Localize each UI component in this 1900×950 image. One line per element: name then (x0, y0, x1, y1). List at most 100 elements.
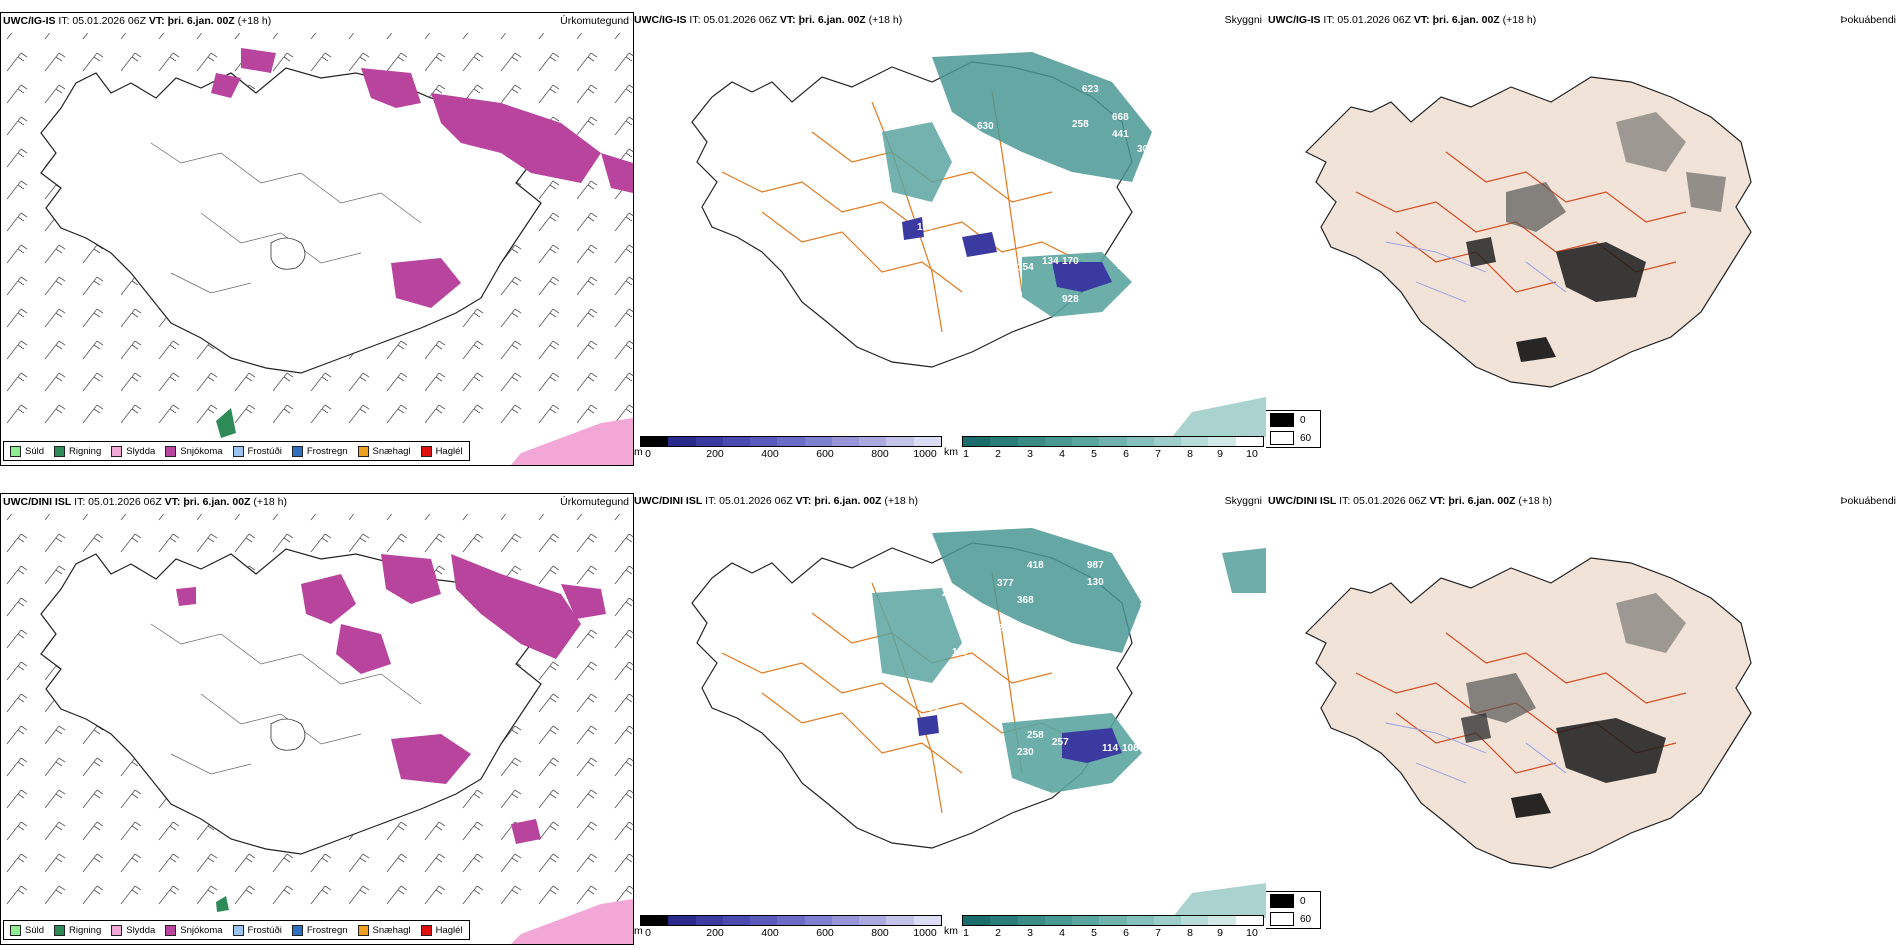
legend-item: Frostregn (291, 445, 348, 457)
fog-map (1304, 76, 1752, 388)
fog-legend-item: 60 (1266, 910, 1320, 928)
tick-label: 0 (645, 448, 651, 460)
tick-label: 6 (1123, 448, 1129, 460)
lead-time: (+18 h) (1518, 495, 1552, 507)
visibility-value: 222 (942, 588, 959, 599)
colorbar-segment (1235, 437, 1263, 446)
tick-label: 1 (963, 448, 969, 460)
visibility-value: 928 (1062, 294, 1079, 305)
fog-panel-bottom: UWC/DINI ISL IT: 05.01.2026 06Z VT: þri.… (1266, 493, 1900, 943)
tick-label: 9 (1217, 927, 1223, 939)
tick-label: 0 (645, 927, 651, 939)
legend-swatch (232, 445, 244, 457)
legend-swatch (420, 924, 432, 936)
legend-item: Snjókoma (165, 445, 223, 457)
tick-label: 9 (1217, 448, 1223, 460)
fog-swatch (1270, 912, 1294, 926)
tick-label: 800 (871, 448, 889, 460)
legend-swatch (165, 924, 177, 936)
colorbar-segment (831, 437, 860, 446)
fog-legend-item: 60 (1266, 429, 1320, 447)
precip-type-map (1, 514, 633, 944)
fog-legend-item: 0 (1266, 892, 1320, 910)
legend-label: Súld (25, 445, 45, 457)
fog-legend-label: 60 (1300, 432, 1312, 444)
model-name: UWC/IG-IS (1268, 14, 1321, 26)
legend-swatch (357, 445, 369, 457)
tick-label: 600 (816, 927, 834, 939)
colorbar-segment (913, 916, 941, 925)
legend-swatch (10, 445, 21, 457)
visibility-value: 127 (952, 647, 969, 658)
valid-time: VT: þri. 6.jan. 00Z (148, 15, 235, 27)
legend-swatch (54, 924, 66, 936)
tick-label: 8 (1187, 927, 1193, 939)
colorbar-segment (913, 437, 941, 446)
colorbar-segment (722, 916, 751, 925)
precip-type-panel-bottom: UWC/DINI ISL IT: 05.01.2026 06Z VT: þri.… (0, 493, 634, 945)
tick-label: 800 (871, 927, 889, 939)
fog-legend-label: 0 (1300, 895, 1306, 907)
tick-label: 6 (1123, 927, 1129, 939)
precip-type-title: Úrkomutegund (560, 496, 629, 508)
visibility-map: 623 630 258 668 441 301 107 134 170 108 … (691, 52, 1266, 437)
legend-label: Rigning (69, 924, 102, 936)
legend-item: Frostúði (232, 445, 282, 457)
legend-item: Frostúði (232, 924, 282, 936)
valid-time: VT: þri. 6.jan. 00Z (779, 14, 866, 26)
legend-item: Súld (10, 924, 44, 936)
visibility-value: 368 (1017, 595, 1034, 606)
tick-label: 1000 (913, 927, 937, 939)
legend-swatch (291, 445, 303, 457)
tick-label: 5 (1091, 927, 1097, 939)
tick-label: 1 (963, 927, 969, 939)
visibility-areas (872, 528, 1266, 918)
valid-time: VT: þri. 6.jan. 00Z (1429, 495, 1516, 507)
colorbar-segment (831, 916, 860, 925)
fog-title: Þokuábendi (1840, 14, 1896, 26)
tick-label: 7 (1155, 927, 1161, 939)
visibility-areas (882, 52, 1266, 437)
fog-map (1304, 557, 1752, 869)
colorbar-segment (1208, 437, 1236, 446)
fog-legend: 0 60 (1266, 410, 1321, 448)
visibility-title: Skyggni (1224, 14, 1262, 26)
lead-time: (+18 h) (1502, 14, 1537, 26)
legend-swatch (111, 924, 123, 936)
legend-label: Haglél (435, 445, 463, 457)
colorbar-segment (641, 916, 669, 925)
precip-type-title: Úrkomutegund (560, 15, 629, 27)
legend-item: Snæhagl (357, 924, 411, 936)
legend-item: Rigning (54, 924, 102, 936)
legend-label: Frostregn (306, 445, 348, 457)
legend-item: Snjókoma (165, 924, 223, 936)
legend-label: Frostregn (306, 924, 348, 936)
visibility-value: 258 (1027, 730, 1044, 741)
legend-item: Haglél (420, 445, 463, 457)
visibility-value: 108 (1117, 261, 1134, 272)
visibility-value: 108 (1122, 743, 1139, 754)
colorbar-segment (1044, 916, 1073, 925)
visibility-value: 149 (1137, 730, 1154, 741)
colorbar-segment (804, 437, 832, 446)
fog-swatch (1270, 413, 1294, 427)
colorbar-segment (1208, 916, 1236, 925)
visibility-value: 221 (1140, 597, 1157, 608)
tick-label: 2 (995, 448, 1001, 460)
panel-title: UWC/DINI ISL IT: 05.01.2026 06Z VT: þri.… (3, 496, 631, 512)
visibility-value: 154 (1017, 262, 1034, 273)
colorbar-segment (750, 437, 778, 446)
colorbar-segment (1099, 437, 1127, 446)
visibility-panel-top: UWC/IG-IS IT: 05.01.2026 06Z VT: þri. 6.… (632, 12, 1266, 464)
colorbar-segment (668, 916, 696, 925)
colorbar-segment (777, 437, 805, 446)
legend-label: Slydda (126, 924, 156, 936)
colorbar-segment (963, 437, 991, 446)
precip-legend: Súld Rigning Slydda Snjókoma Frostúði Fr… (3, 920, 470, 940)
tick-label: 8 (1187, 448, 1193, 460)
valid-time: VT: þri. 6.jan. 00Z (795, 495, 882, 507)
height-unit: m (634, 446, 643, 458)
visibility-value: 668 (1112, 112, 1129, 123)
model-name: UWC/DINI ISL (1268, 495, 1337, 507)
visibility-value: 418 (1027, 560, 1044, 571)
